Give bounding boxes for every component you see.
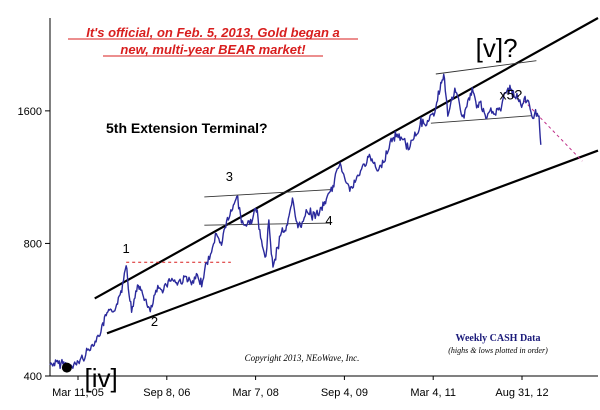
price-line	[49, 73, 542, 370]
wave-label: 4	[325, 213, 332, 228]
copyright-text: Copyright 2013, NEoWave, Inc.	[245, 353, 360, 363]
wave-label: [v]?	[476, 33, 518, 63]
trend-line	[430, 115, 532, 124]
pattern-label: 5th Extension Terminal?	[106, 120, 268, 136]
channel-lines	[94, 17, 599, 335]
markers	[61, 362, 72, 373]
trend-line	[204, 189, 332, 198]
price-series	[49, 73, 542, 370]
title-line-1: It's official, on Feb. 5, 2013, Gold beg…	[86, 25, 340, 40]
y-ticks: 400 800 1600	[18, 106, 50, 383]
x-tick-label: Mar 11, 05	[52, 387, 104, 399]
title-line-2: new, multi-year BEAR market!	[120, 42, 306, 57]
x-tick-label: Aug 31, 12	[495, 387, 548, 399]
data-note: Weekly CASH Data	[456, 333, 541, 344]
axes	[49, 18, 598, 377]
trend-line	[94, 17, 599, 300]
wave-label: x5?	[500, 86, 523, 102]
x-tick-label: Sep 4, 09	[321, 387, 368, 399]
x-tick-label: Sep 8, 06	[143, 387, 190, 399]
wave-label: 1	[123, 241, 130, 256]
trend-line	[435, 60, 537, 75]
wave-label: 3	[226, 169, 233, 184]
x-ticks: Mar 11, 05 Sep 8, 06 Mar 7, 08 Sep 4, 09 Mar…	[52, 376, 549, 399]
y-tick-label: 1600	[18, 106, 42, 118]
wave-iv-marker	[61, 362, 72, 373]
y-tick-label: 800	[24, 238, 42, 250]
x-tick-label: Mar 4, 11	[410, 387, 456, 399]
wave-label: 2	[151, 314, 158, 329]
trend-line	[106, 149, 599, 335]
trend-line	[523, 100, 583, 162]
wave-label: [iv]	[84, 363, 117, 393]
y-tick-label: 400	[24, 371, 42, 383]
chart-title: It's official, on Feb. 5, 2013, Gold beg…	[68, 25, 358, 57]
data-subnote: (highs & lows plotted in order)	[448, 346, 548, 355]
x-tick-label: Mar 7, 08	[232, 387, 278, 399]
wave-labels: 1 2 3 4 [iv] [v]? x5?	[84, 33, 522, 393]
